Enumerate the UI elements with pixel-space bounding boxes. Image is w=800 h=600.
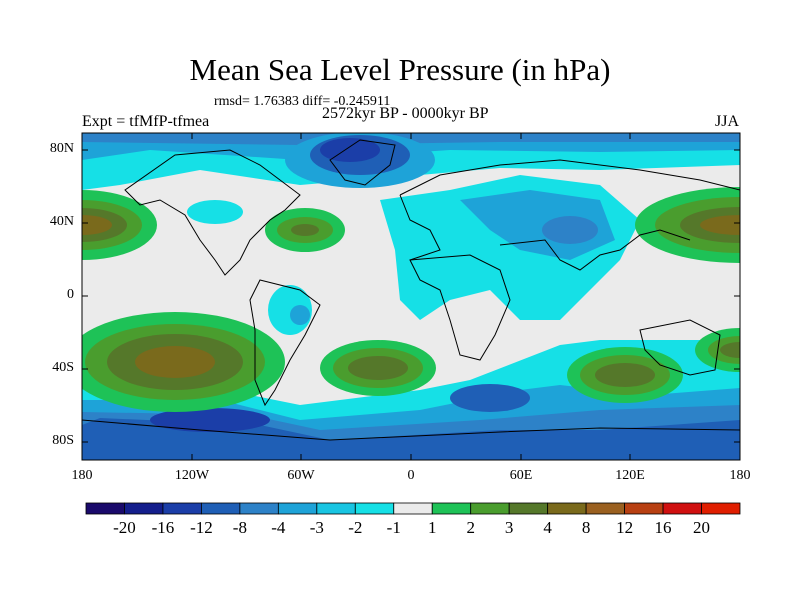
colorbar-label: -20: [113, 518, 136, 537]
colorbar-swatch: [662, 502, 702, 515]
colorbar-swatch: [508, 502, 549, 515]
colorbar: [85, 502, 741, 515]
lon-label: 180: [729, 468, 751, 483]
colorbar-label: 12: [616, 518, 634, 537]
colorbar-swatch: [201, 502, 241, 515]
lon-label: 120E: [615, 468, 645, 483]
colorbar-label: 8: [581, 518, 591, 537]
lat-label: 80S: [52, 433, 74, 448]
experiment-label: Expt = tfMfP-tfmea: [82, 113, 210, 130]
colorbar-swatch: [239, 502, 279, 515]
figure-title: Mean Sea Level Pressure (in hPa): [189, 52, 611, 87]
lon-label: 60W: [287, 468, 315, 483]
colorbar-label: -16: [151, 518, 175, 537]
colorbar-label: -12: [190, 518, 213, 537]
lon-label: 120W: [174, 468, 210, 483]
lon-label: 0: [407, 468, 415, 483]
lon-label: 180: [71, 468, 93, 483]
colorbar-swatch: [124, 502, 164, 515]
colorbar-label: -4: [271, 518, 286, 537]
colorbar-swatch: [547, 502, 587, 515]
colorbar-swatch: [162, 502, 202, 515]
lat-label: 0: [67, 287, 74, 302]
colorbar-label: 1: [427, 518, 437, 537]
lat-label: 40S: [52, 360, 74, 375]
colorbar-swatch: [277, 502, 318, 515]
lat-label: 80N: [49, 141, 74, 156]
axis-ticks: [81, 133, 741, 460]
lon-label: 60E: [509, 468, 533, 483]
coastlines: [82, 139, 740, 441]
colorbar-label: 16: [654, 518, 672, 537]
colorbar-swatch: [316, 502, 356, 515]
colorbar-swatch: [85, 502, 125, 515]
colorbar-swatch: [701, 502, 741, 515]
pressure-field: [82, 133, 740, 460]
colorbar-label: -1: [386, 518, 401, 537]
colorbar-label: 3: [504, 518, 514, 537]
colorbar-swatch: [354, 502, 395, 515]
lat-label: 40N: [49, 214, 74, 229]
colorbar-swatch: [393, 502, 433, 515]
period-label: 2572kyr BP - 0000kyr BP: [322, 105, 489, 122]
colorbar-swatch: [431, 502, 472, 515]
colorbar-swatch: [624, 502, 664, 515]
colorbar-label: -8: [232, 518, 247, 537]
colorbar-label: -2: [348, 518, 363, 537]
colorbar-label: -3: [309, 518, 324, 537]
season-label: JJA: [715, 113, 740, 130]
colorbar-swatch: [470, 502, 510, 515]
colorbar-label: 20: [693, 518, 711, 537]
colorbar-label: 4: [543, 518, 552, 537]
colorbar-swatch: [585, 502, 625, 515]
colorbar-label: 2: [466, 518, 475, 537]
stats-label: rmsd= 1.76383 diff= -0.245911: [214, 94, 391, 109]
